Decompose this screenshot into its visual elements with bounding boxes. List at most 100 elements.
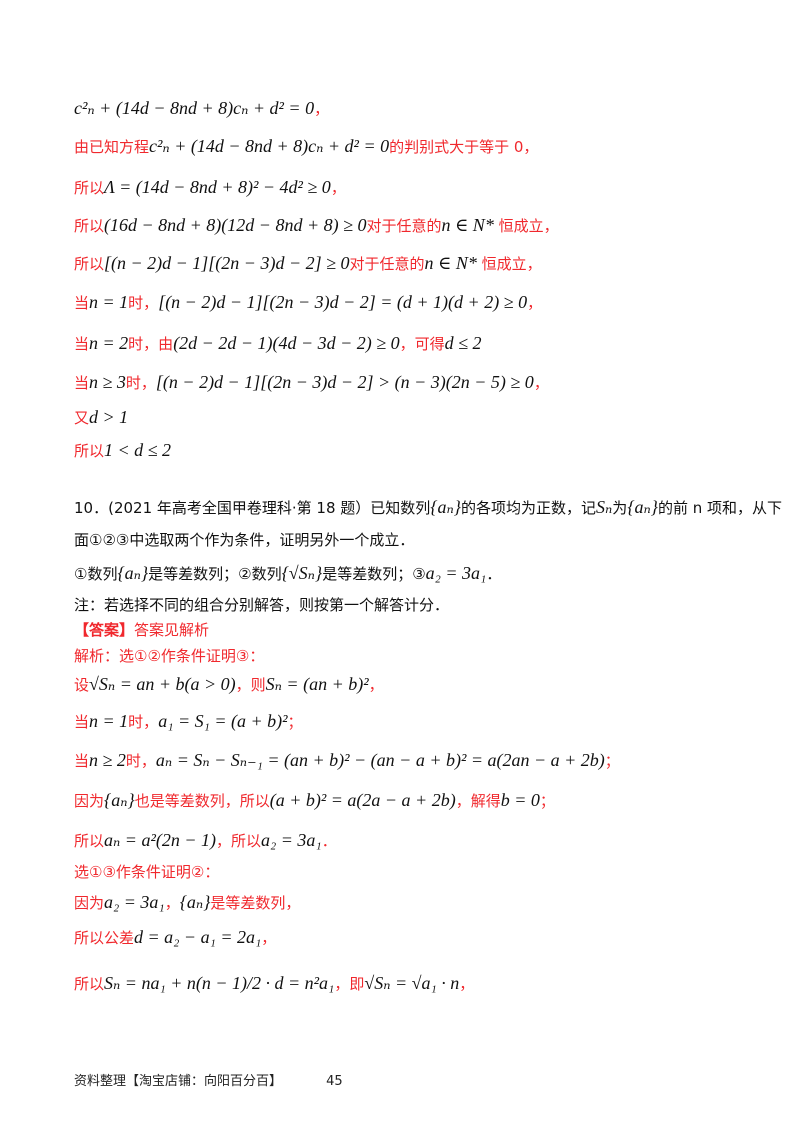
math-expression: aₙ = Sₙ − Sₙ₋₁ = (an + b)² − (an − a + b…: [155, 750, 605, 770]
text-segment: 对于任意的: [366, 217, 442, 235]
math-expression: (2d − 2d − 1)(4d − 3d − 2) ≥ 0: [173, 333, 400, 353]
math-expression: {aₙ}: [430, 497, 461, 517]
math-expression: (a + b)² = a(2a − a + 2b): [269, 790, 456, 810]
text-segment: 因为: [74, 792, 105, 810]
text-segment: ，: [459, 975, 475, 993]
text-segment: 面①②③中选取两个作为条件，证明另外一个成立．: [74, 531, 415, 549]
text-line: 因为a₂ = 3a₁，{aₙ}是等差数列，: [74, 890, 300, 915]
text-segment: 当: [74, 374, 90, 392]
math-expression: c²ₙ + (14d − 8nd + 8)cₙ + d² = 0: [149, 136, 390, 156]
math-expression: Sₙ = na₁ + n(n − 1)/2 · d = n²a₁: [104, 973, 335, 993]
text-segment: ，解得: [455, 792, 501, 810]
text-line: 面①②③中选取两个作为条件，证明另外一个成立．: [74, 528, 414, 552]
text-line: 因为{aₙ}也是等差数列，所以(a + b)² = a(2a − a + 2b)…: [74, 788, 555, 813]
math-expression: a₁ = S₁ = (a + b)²: [158, 711, 288, 731]
text-segment: ，: [368, 676, 384, 694]
text-line: 又d > 1: [74, 405, 128, 430]
math-expression: [(n − 2)d − 1][(2n − 3)d − 2] ≥ 0: [104, 253, 350, 273]
text-line: 设√Sₙ = an + b(a > 0)，则Sₙ = (an + b)²，: [74, 672, 384, 697]
text-segment: 时，: [125, 752, 156, 770]
text-segment: ，: [314, 100, 330, 118]
math-expression: n = 2: [89, 333, 129, 353]
text-segment: 当: [74, 294, 90, 312]
text-segment: 因为: [74, 894, 105, 912]
math-expression: 1 < d ≤ 2: [104, 440, 172, 460]
text-line: 所以1 < d ≤ 2: [74, 438, 171, 463]
text-line: 所以公差d = a₂ − a₁ = 2a₁，: [74, 925, 276, 950]
text-segment: 由已知方程: [74, 138, 150, 156]
text-segment: ，则: [235, 676, 266, 694]
text-segment: ，: [330, 179, 346, 197]
text-line: 当n ≥ 2时，aₙ = Sₙ − Sₙ₋₁ = (an + b)² − (an…: [74, 748, 620, 773]
math-expression: {aₙ}: [627, 497, 659, 517]
math-expression: √Sₙ = √a₁ · n: [364, 973, 460, 993]
text-segment: 所以: [74, 442, 105, 460]
text-segment: 所以: [74, 179, 105, 197]
text-segment: 恒成立，: [493, 217, 559, 235]
text-segment: ，: [164, 894, 180, 912]
text-line: c²ₙ + (14d − 8nd + 8)cₙ + d² = 0，: [74, 96, 329, 121]
math-expression: Sₙ = (an + b)²: [265, 674, 369, 694]
text-line: ①数列{aₙ}是等差数列；②数列{√Sₙ}是等差数列；③a₂ = 3a₁．: [74, 561, 501, 586]
text-segment: ；: [539, 792, 555, 810]
text-line: 由已知方程c²ₙ + (14d − 8nd + 8)cₙ + d² = 0的判别…: [74, 134, 538, 159]
text-segment: 是等差数列；③: [322, 565, 426, 583]
text-line: 当n = 1时，a₁ = S₁ = (a + b)²；: [74, 709, 303, 734]
math-expression: n ∈ N*: [424, 253, 477, 273]
text-segment: 所以公差: [74, 929, 135, 947]
text-segment: 时，: [128, 294, 159, 312]
math-expression: [(n − 2)d − 1][(2n − 3)d − 2] = (d + 1)(…: [158, 292, 528, 312]
text-segment: 所以: [74, 975, 105, 993]
text-line: 所以[(n − 2)d − 1][(2n − 3)d − 2] ≥ 0对于任意的…: [74, 251, 542, 276]
text-segment: 恒成立，: [476, 255, 542, 273]
math-expression: {aₙ}: [104, 790, 135, 810]
text-line: 所以Sₙ = na₁ + n(n − 1)/2 · d = n²a₁，即√Sₙ …: [74, 971, 474, 996]
text-segment: 所以: [74, 217, 105, 235]
text-segment: 答案见解析: [134, 621, 210, 639]
text-segment: 时，: [125, 374, 156, 392]
text-segment: 也是等差数列，所以: [134, 792, 270, 810]
page-number: 45: [326, 1074, 343, 1089]
math-expression: d ≤ 2: [444, 333, 482, 353]
math-expression: n = 1: [89, 711, 129, 731]
text-segment: 所以: [74, 832, 105, 850]
text-segment: 解析：选①②作条件证明③：: [74, 647, 265, 665]
text-segment: 的前 n 项和，从下: [658, 499, 783, 517]
math-expression: d > 1: [89, 407, 129, 427]
text-segment: 是等差数列，: [210, 894, 301, 912]
page-footer: 资料整理【淘宝店铺：向阳百分百】 45: [74, 1070, 343, 1089]
text-segment: 所以: [74, 255, 105, 273]
text-line: 所以Λ = (14d − 8nd + 8)² − 4d² ≥ 0，: [74, 175, 346, 200]
text-segment: 时，由: [128, 335, 174, 353]
text-segment: ．: [486, 565, 502, 583]
text-segment: 的各项均为正数，记: [460, 499, 596, 517]
text-segment: 的判别式大于等于 0，: [389, 138, 539, 156]
text-line: 选①③作条件证明②：: [74, 860, 219, 884]
math-expression: a₂ = 3a₁: [261, 830, 322, 850]
text-segment: ．: [321, 832, 337, 850]
math-expression: {√Sₙ}: [281, 563, 323, 583]
text-segment: 当: [74, 752, 90, 770]
text-segment: ，可得: [399, 335, 445, 353]
footer-source: 资料整理【淘宝店铺：向阳百分百】: [74, 1074, 283, 1089]
text-segment: ，即: [334, 975, 365, 993]
text-segment: ①数列: [74, 565, 118, 583]
text-segment: 10．(2021 年高考全国甲卷理科·第 18 题）已知数列: [74, 499, 431, 517]
text-line: 10．(2021 年高考全国甲卷理科·第 18 题）已知数列{aₙ}的各项均为正…: [74, 495, 782, 520]
math-expression: d = a₂ − a₁ = 2a₁: [134, 927, 262, 947]
math-expression: {aₙ}: [117, 563, 149, 583]
math-expression: a₂ = 3a₁: [104, 892, 165, 912]
text-line: 解析：选①②作条件证明③：: [74, 644, 264, 668]
text-segment: 选①③作条件证明②：: [74, 863, 220, 881]
math-expression: √Sₙ = an + b(a > 0): [89, 674, 236, 694]
math-expression: (16d − 8nd + 8)(12d − 8nd + 8) ≥ 0: [104, 215, 367, 235]
text-segment: ，: [533, 374, 549, 392]
text-segment: 又: [74, 409, 90, 427]
math-expression: b = 0: [500, 790, 540, 810]
text-line: 所以aₙ = a²(2n − 1)，所以a₂ = 3a₁．: [74, 828, 337, 853]
math-expression: n ≥ 3: [89, 372, 126, 392]
text-line: 注：若选择不同的组合分别解答，则按第一个解答计分．: [74, 593, 449, 617]
math-expression: n = 1: [89, 292, 129, 312]
text-segment: 当: [74, 713, 90, 731]
text-line: 【答案】答案见解析: [74, 618, 209, 642]
